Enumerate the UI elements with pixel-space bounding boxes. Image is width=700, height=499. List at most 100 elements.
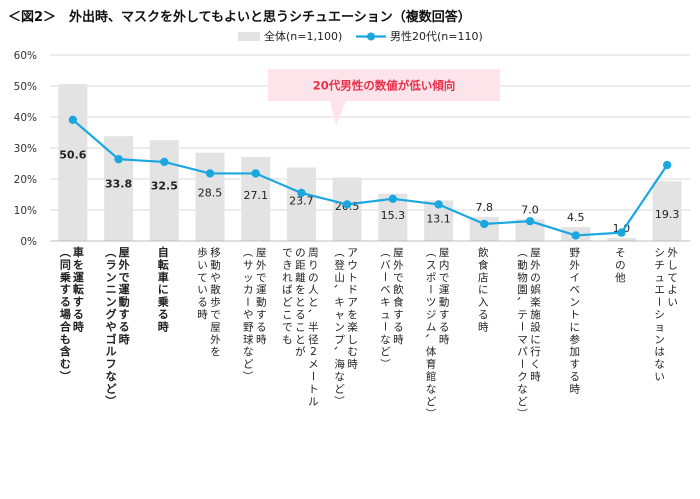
bar-value-label: 4.5 [567,211,585,224]
category-label-char: り [308,259,319,271]
category-label-char: 歩 [197,246,208,259]
bar [286,167,316,241]
category-label-char: ル [308,396,319,408]
category-label-char: で [256,272,267,284]
category-label-char: 外 [256,259,267,271]
category-label-char: ャ [334,309,345,321]
line-point [251,169,260,178]
y-tick-label: 30% [14,143,37,155]
category-label-char: シ [654,247,665,259]
category-label-char: す [256,309,267,321]
line-point [297,188,306,198]
category-label-char: ク [517,371,528,383]
category-label-char: 含 [59,344,72,358]
category-label-char: で [119,271,130,284]
category-label-char: ど [334,383,345,395]
category-label-char: や [210,272,221,284]
category-label-char: で [393,272,404,284]
category-label-char: に [530,334,541,346]
category-label-char: 時 [530,371,541,383]
category-label-char: 移 [210,246,221,259]
category-label-char: 外 [210,334,221,346]
category-label-char: そ [615,247,626,259]
category-label-char: キ [334,297,345,309]
category-label-char: で [282,247,293,259]
category-label-char: で [282,321,293,333]
bar-value-label: 50.6 [59,149,86,162]
category-label-char: ン [569,297,580,309]
category-label-char: や [106,320,117,333]
line-point [662,160,672,170]
category-label-char: ベ [569,284,580,296]
line-point [68,115,78,124]
category-label: その他 [615,247,626,284]
category-label-char: 歩 [210,296,221,309]
category-label-char: れ [282,272,293,284]
category-label-char: ラ [106,258,117,271]
category-label-char: ポ [426,272,437,284]
category-label-char: い [667,297,678,309]
category-label-char: 楽 [347,320,358,333]
category-label-char: を [73,258,84,271]
category-label-char: い [654,371,665,383]
category-label-char: 離 [295,271,306,284]
bar [515,219,545,241]
category-label-char: よ [667,284,678,296]
category-label-char: ア [347,247,358,259]
category-label-char: 時 [158,319,169,333]
category-label-char: ュ [380,309,391,321]
category-label-char: こ [295,321,306,333]
category-label-char: 海 [334,358,345,371]
callout-text: 20代男性の数値が低い傾向 [313,79,456,93]
category-label-char: で [439,272,450,284]
category-label-char: し [667,259,678,271]
category-label-char: す [73,296,84,309]
category-label-char: む [347,346,358,358]
category-label-char: ッ [243,272,254,284]
bar-value-label: 28.5 [198,186,223,199]
category-label-char: ば [282,284,293,296]
category-label-char: ス [426,259,437,271]
category-label-char: 屋 [439,247,450,259]
category-label-char: バ [380,259,391,271]
bar [606,237,636,241]
category-label-char: マ [517,334,528,346]
category-label-char: る [197,297,208,309]
category-label-char: 、 [333,346,345,357]
category-label-char: い [197,284,208,296]
category-label-char: ト [347,272,358,284]
category-label-char: 転 [158,257,169,271]
category-label-char: ど [282,297,293,309]
category-label-char: 屋 [393,247,404,259]
bar [332,177,362,241]
category-label-char: 時 [569,383,580,395]
category-label-char: 動 [517,258,528,271]
category-label-char: 時 [439,334,450,346]
category-label-char: 同 [60,258,71,271]
category-label-char: 楽 [530,296,541,309]
category-label-char: ど [517,396,528,408]
category-label-char: テ [517,309,528,321]
category-label-char: 運 [256,284,267,296]
category-label-char: 、 [333,284,345,295]
category-label-char: は [654,346,665,358]
category-label-char: 時 [119,332,130,346]
category-label-char: 径 [308,333,319,346]
category-label-char: い [197,259,208,271]
category-label-char: （ [378,247,390,258]
category-label-char: ） [58,371,71,382]
category-label-char: く [530,359,541,371]
category-label-char: 体 [426,346,437,358]
category-label-char: と [308,297,319,309]
bar-value-label: 23.7 [289,195,314,208]
category-label-char: ュ [654,272,665,284]
category-label-char: ー [516,358,528,369]
